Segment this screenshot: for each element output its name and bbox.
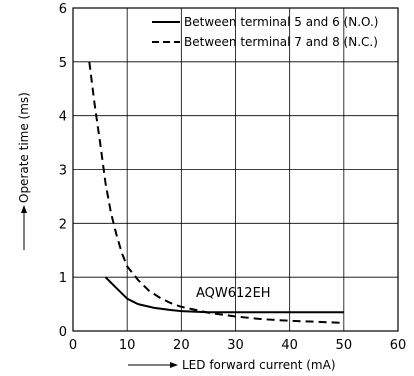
- plot-frame: [72, 7, 399, 332]
- x-axis-arrow-icon: [170, 362, 178, 368]
- legend-label: Between terminal 7 and 8 (N.C.): [184, 35, 378, 49]
- y-tick-label: 2: [59, 217, 67, 232]
- x-axis-label: LED forward current (mA): [182, 358, 336, 372]
- y-axis-arrow-icon: [21, 205, 27, 213]
- y-axis-title: Operate time (ms): [17, 92, 31, 250]
- series-line-no: [104, 276, 344, 314]
- y-axis-label: Operate time (ms): [17, 92, 31, 203]
- y-tick-label: 4: [59, 110, 67, 125]
- x-tick-label: 10: [119, 338, 136, 353]
- x-tick-label: 40: [281, 338, 298, 353]
- annotation-label: AQW612EH: [196, 286, 271, 301]
- series-group: [88, 61, 344, 324]
- legend-label: Between terminal 5 and 6 (N.O.): [184, 15, 378, 29]
- x-tick-label: 60: [390, 338, 407, 353]
- x-tick-label: 0: [69, 338, 77, 353]
- tick-labels: 0 10 20 30 40 50 60 0 1 2 3 4 5 6: [59, 2, 407, 353]
- y-tick-label: 0: [59, 325, 67, 340]
- y-tick-label: 5: [59, 56, 67, 71]
- x-tick-label: 30: [227, 338, 244, 353]
- y-tick-label: 6: [59, 2, 67, 17]
- y-tick-label: 1: [59, 271, 67, 286]
- x-tick-label: 20: [173, 338, 190, 353]
- grid: [73, 8, 398, 331]
- x-axis-title: LED forward current (mA): [128, 358, 336, 372]
- x-tick-label: 50: [336, 338, 353, 353]
- legend: Between terminal 5 and 6 (N.O.) Between t…: [152, 15, 378, 49]
- y-tick-label: 3: [59, 164, 67, 179]
- series-line-nc: [88, 61, 344, 324]
